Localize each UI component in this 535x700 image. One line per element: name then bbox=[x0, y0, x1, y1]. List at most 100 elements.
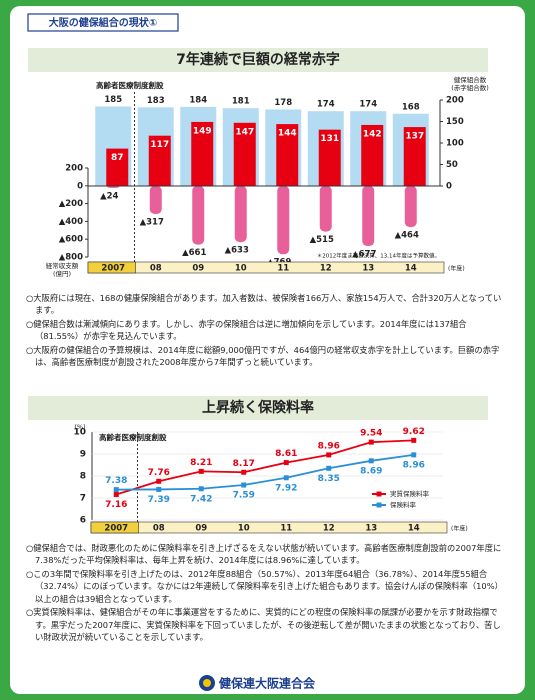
y-tick-label: ▲400 bbox=[59, 217, 83, 227]
note: ＊2012年度までは決算、13,14年度は予算数値。 bbox=[317, 252, 440, 260]
bar bbox=[276, 124, 299, 186]
line bbox=[115, 439, 414, 496]
year-highlight bbox=[87, 261, 136, 274]
bar bbox=[106, 148, 129, 186]
value-label: 174 bbox=[317, 100, 335, 110]
y2-tick-label: 50 bbox=[446, 160, 458, 170]
value-label: 7.76 bbox=[148, 468, 170, 478]
point bbox=[326, 465, 332, 471]
legend-marker bbox=[376, 491, 382, 497]
value-label: 137 bbox=[405, 132, 424, 142]
point bbox=[411, 437, 417, 443]
year-row bbox=[87, 261, 445, 274]
section-title: 7年連続で巨額の経常赤字 bbox=[176, 51, 340, 68]
point bbox=[113, 487, 119, 493]
x-tick-label: 11 bbox=[277, 264, 289, 274]
point bbox=[241, 469, 247, 475]
y-tick-label: 6 bbox=[80, 516, 86, 526]
value-label: 183 bbox=[147, 96, 165, 106]
annotation: 高齢者医療制度創設 bbox=[96, 80, 164, 90]
y2-tick-label: 200 bbox=[446, 96, 464, 106]
note: ○健保組合数は漸減傾向にあります。しかし、赤字の保険組合は逆に増加傾向を示してい… bbox=[26, 318, 467, 342]
note: ○健保組合では、財政悪化のために保険料率を引き上げざるをえない状態が続いています… bbox=[26, 543, 502, 566]
value-label: 8.69 bbox=[360, 466, 382, 476]
value-label: 8.96 bbox=[403, 460, 425, 470]
point bbox=[411, 452, 417, 458]
x-tick-label: 11 bbox=[280, 524, 292, 534]
point bbox=[368, 458, 374, 464]
x-tick-label: 08 bbox=[153, 524, 165, 534]
value-label: ▲464 bbox=[395, 231, 419, 241]
point bbox=[283, 460, 289, 466]
value-label: ▲677 bbox=[352, 250, 376, 260]
y-axis-label: (億円) bbox=[53, 269, 71, 278]
point bbox=[156, 486, 162, 492]
value-label: 9.54 bbox=[360, 429, 382, 439]
value-label: 185 bbox=[104, 95, 122, 105]
x-tick-label: 2007 bbox=[104, 524, 128, 534]
value-label: 117 bbox=[150, 140, 169, 150]
x-axis-label: (年度) bbox=[451, 525, 468, 533]
note: ○大阪府の健保組合の予算規模は、2014年度に総額9,000億円ですが、464億… bbox=[26, 344, 500, 368]
bar bbox=[318, 129, 341, 186]
bar bbox=[148, 135, 171, 186]
bar bbox=[149, 185, 162, 215]
point bbox=[283, 475, 289, 481]
value-label: 7.38 bbox=[105, 476, 127, 486]
value-label: 149 bbox=[193, 126, 212, 136]
x-axis-label: (年度) bbox=[448, 265, 465, 273]
point bbox=[198, 468, 204, 474]
y-tick-label: ▲800 bbox=[59, 253, 83, 263]
value-label: 7.42 bbox=[190, 494, 212, 504]
value-label: 184 bbox=[189, 95, 207, 105]
legend-label: 保険料率 bbox=[390, 500, 417, 509]
bar bbox=[192, 185, 205, 245]
notes: ○健保組合では、財政悪化のために保険料率を引き上げざるをえない状態が続いています… bbox=[26, 542, 504, 645]
point bbox=[113, 491, 119, 497]
x-tick-label: 10 bbox=[235, 264, 247, 274]
legend-label: 実質保険料率 bbox=[390, 489, 430, 498]
footer: 健保連大阪連合会 bbox=[218, 676, 316, 691]
note: ○実質保険料率は、健保組合がその年に事業運営をするために、実質的にどの程度の保険… bbox=[26, 607, 501, 643]
value-label: ▲317 bbox=[140, 218, 164, 228]
y-axis-label: (%) bbox=[74, 423, 85, 431]
y-tick-label: 7 bbox=[80, 494, 86, 504]
value-label: 8.21 bbox=[190, 458, 212, 468]
value-label: ▲661 bbox=[182, 248, 206, 258]
section-title-bar bbox=[28, 48, 488, 72]
note: ○この3年間で保険料率を引き上げたのは、2012年度88組合（50.57%）、2… bbox=[26, 568, 503, 604]
value-label: 178 bbox=[274, 98, 292, 108]
value-label: 144 bbox=[278, 129, 297, 139]
notes: ○大阪府には現在、168の健康保険組合があります。加入者数は、被保険者166万人… bbox=[26, 292, 504, 370]
value-label: ▲515 bbox=[310, 235, 334, 245]
point bbox=[241, 482, 247, 488]
x-tick-label: 09 bbox=[195, 524, 207, 534]
bar bbox=[362, 185, 375, 247]
point bbox=[326, 452, 332, 458]
x-tick-label: 14 bbox=[405, 264, 417, 274]
y-tick-label: ▲600 bbox=[59, 235, 83, 245]
bar bbox=[403, 127, 426, 186]
point bbox=[368, 439, 374, 445]
x-tick-label: 14 bbox=[408, 524, 420, 534]
bar bbox=[361, 124, 384, 186]
year-highlight bbox=[90, 521, 139, 534]
value-label: 7.39 bbox=[148, 495, 170, 505]
x-tick-label: 10 bbox=[238, 524, 250, 534]
y2-axis-label: 健保組合数 bbox=[454, 75, 487, 84]
value-label: 8.96 bbox=[318, 441, 340, 451]
x-tick-label: 08 bbox=[150, 264, 162, 274]
section-title-bar bbox=[28, 396, 488, 420]
bar bbox=[277, 185, 290, 255]
value-label: 174 bbox=[359, 100, 377, 110]
value-label: 7.92 bbox=[275, 483, 297, 493]
y-tick-label: 0 bbox=[77, 181, 83, 191]
y-tick-label: 200 bbox=[65, 164, 83, 174]
y-tick-label: 9 bbox=[80, 450, 86, 460]
value-label: 9.62 bbox=[403, 427, 425, 437]
bar bbox=[404, 185, 417, 228]
annotation: 高齢者医療制度創設 bbox=[99, 432, 167, 442]
year-row bbox=[90, 521, 448, 534]
